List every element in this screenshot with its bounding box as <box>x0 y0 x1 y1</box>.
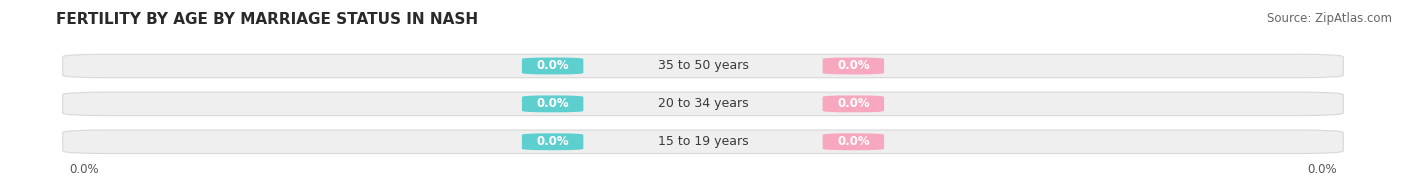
Text: 0.0%: 0.0% <box>536 135 569 148</box>
Text: 35 to 50 years: 35 to 50 years <box>658 60 748 73</box>
Text: 0.0%: 0.0% <box>69 162 98 176</box>
Text: 15 to 19 years: 15 to 19 years <box>658 135 748 148</box>
Text: 0.0%: 0.0% <box>536 97 569 110</box>
Text: FERTILITY BY AGE BY MARRIAGE STATUS IN NASH: FERTILITY BY AGE BY MARRIAGE STATUS IN N… <box>56 12 478 27</box>
FancyBboxPatch shape <box>823 58 884 74</box>
Text: Source: ZipAtlas.com: Source: ZipAtlas.com <box>1267 12 1392 25</box>
FancyBboxPatch shape <box>522 58 583 74</box>
Text: 0.0%: 0.0% <box>837 97 870 110</box>
FancyBboxPatch shape <box>522 133 583 150</box>
Text: 20 to 34 years: 20 to 34 years <box>658 97 748 110</box>
FancyBboxPatch shape <box>63 54 1343 78</box>
Text: 0.0%: 0.0% <box>837 135 870 148</box>
Text: 0.0%: 0.0% <box>536 60 569 73</box>
FancyBboxPatch shape <box>823 95 884 112</box>
Text: 0.0%: 0.0% <box>837 60 870 73</box>
FancyBboxPatch shape <box>522 95 583 112</box>
FancyBboxPatch shape <box>823 133 884 150</box>
Text: 0.0%: 0.0% <box>1308 162 1337 176</box>
FancyBboxPatch shape <box>63 92 1343 116</box>
FancyBboxPatch shape <box>63 130 1343 153</box>
